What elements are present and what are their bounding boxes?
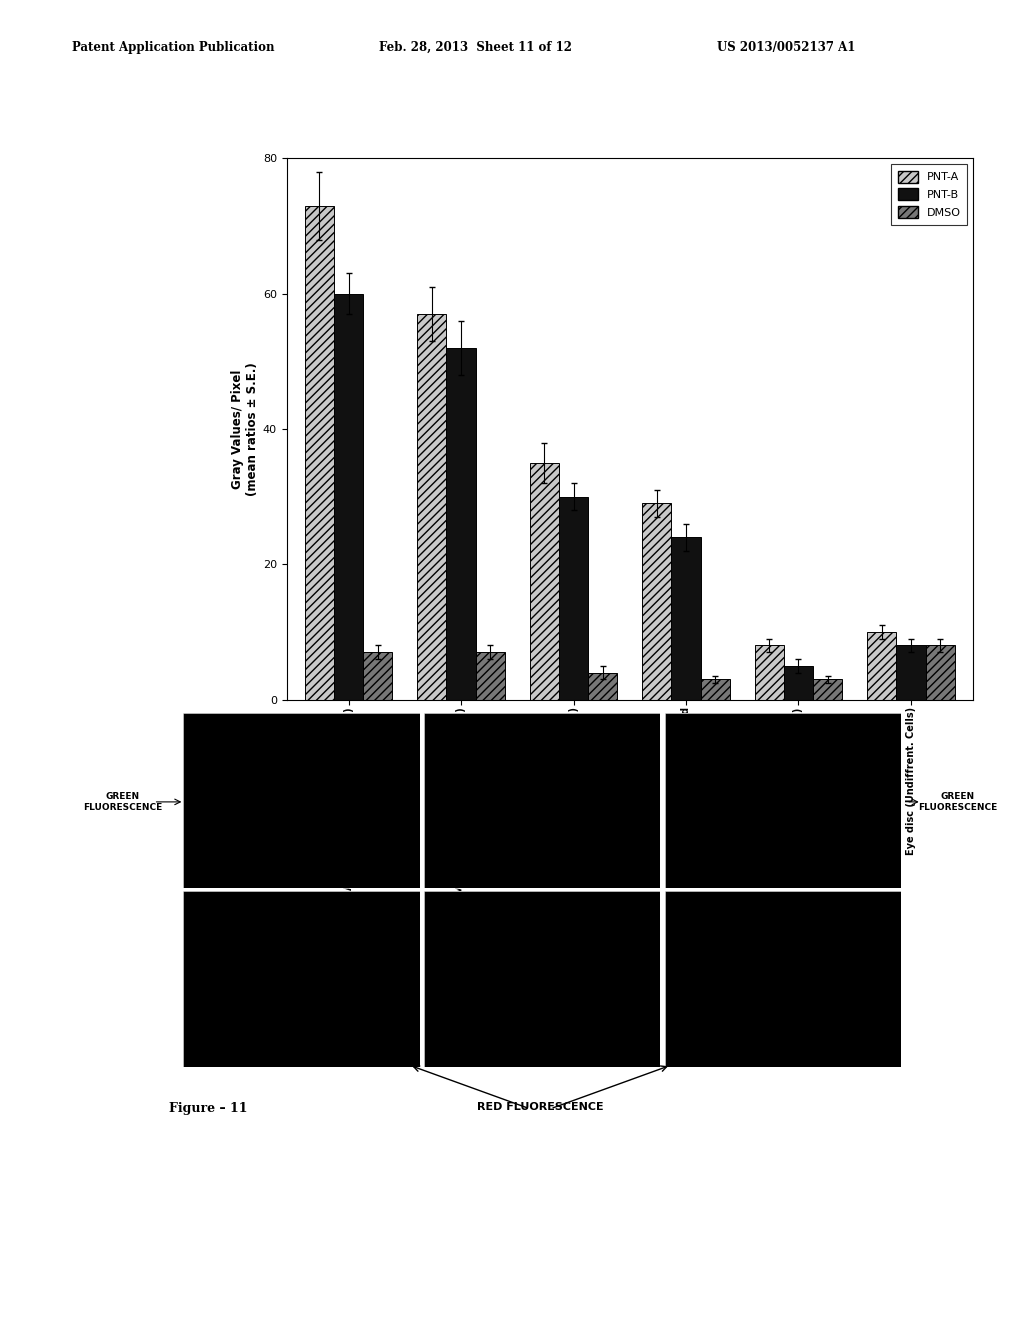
- Bar: [417, 314, 446, 700]
- Bar: [446, 348, 476, 700]
- Text: GREEN
FLUORESCENCE: GREEN FLUORESCENCE: [918, 792, 997, 812]
- Bar: [672, 537, 700, 700]
- Bar: [588, 673, 617, 700]
- Bar: [305, 206, 334, 700]
- Text: PNT-A: PNT-A: [213, 770, 232, 834]
- Bar: [642, 503, 672, 700]
- Bar: [867, 632, 896, 700]
- Legend: PNT-A, PNT-B, DMSO: PNT-A, PNT-B, DMSO: [891, 164, 968, 224]
- Bar: [334, 294, 364, 700]
- Text: RED FLUORESCENCE: RED FLUORESCENCE: [477, 1102, 603, 1113]
- Bar: [755, 645, 783, 700]
- Bar: [476, 652, 505, 700]
- Bar: [813, 680, 843, 700]
- Text: PNT-B: PNT-B: [213, 948, 232, 1012]
- Bar: [783, 665, 813, 700]
- Bar: [896, 645, 926, 700]
- Text: Feb. 28, 2013  Sheet 11 of 12: Feb. 28, 2013 Sheet 11 of 12: [379, 41, 571, 54]
- Bar: [364, 652, 392, 700]
- Bar: [559, 496, 588, 700]
- Text: Figure – 11: Figure – 11: [169, 1102, 248, 1115]
- Bar: [926, 645, 954, 700]
- Bar: [700, 680, 730, 700]
- Y-axis label: Gray Values/ Pixel
(mean ratios ± S.E.): Gray Values/ Pixel (mean ratios ± S.E.): [230, 362, 259, 496]
- Bar: [529, 463, 559, 700]
- Text: Patent Application Publication: Patent Application Publication: [72, 41, 274, 54]
- Text: US 2013/0052137 A1: US 2013/0052137 A1: [717, 41, 855, 54]
- Text: GREEN
FLUORESCENCE: GREEN FLUORESCENCE: [83, 792, 163, 812]
